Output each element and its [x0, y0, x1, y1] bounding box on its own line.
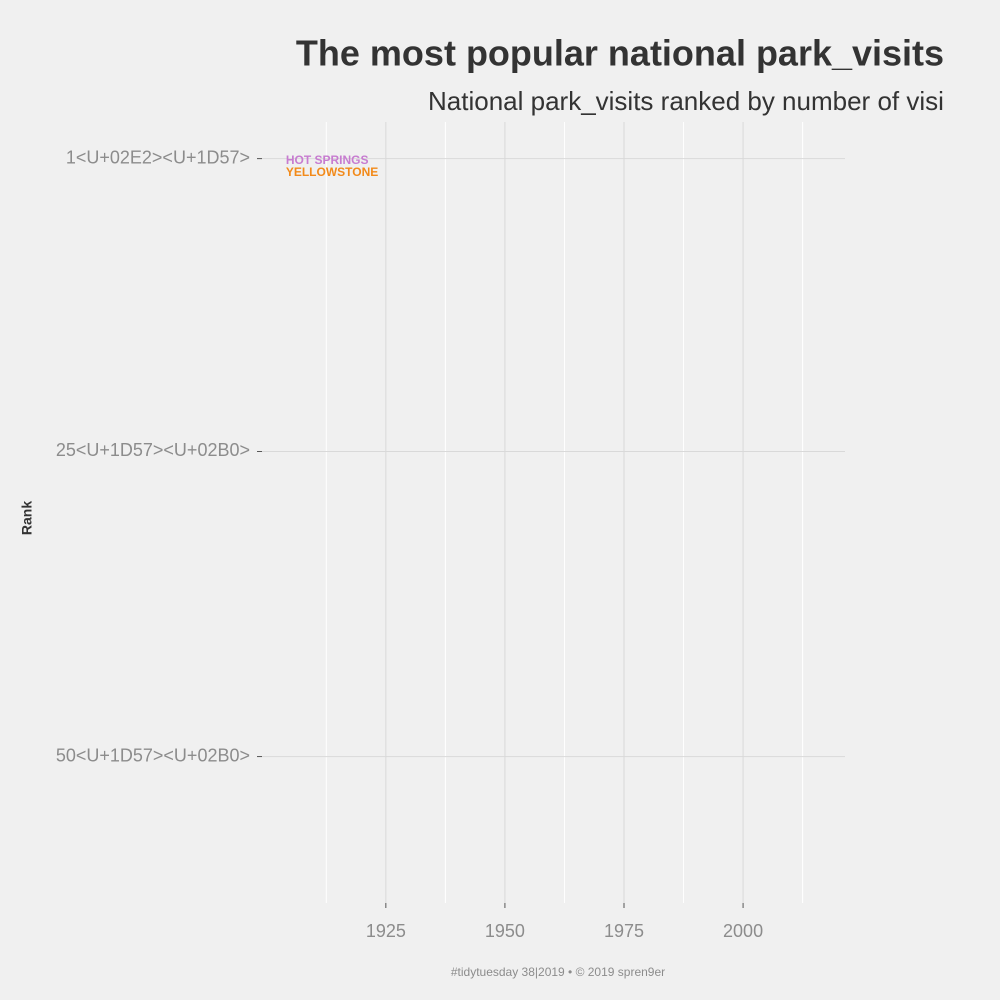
chart-subtitle: National park_visits ranked by number of… [428, 86, 944, 116]
x-tick-label: 2000 [723, 921, 763, 941]
x-tick-label: 1925 [366, 921, 406, 941]
y-tick-label: 50<U+1D57><U+02B0> [56, 745, 250, 765]
park-label: HOT SPRINGS [286, 153, 369, 167]
y-tick-label: 25<U+1D57><U+02B0> [56, 440, 250, 460]
plot-area: 1925 1950 1975 2000 1<U+02E2><U+1D57> 25<U+1D… [56, 122, 845, 941]
chart-title: The most popular national park_visits [296, 33, 944, 74]
park-label: YELLOWSTONE [286, 165, 378, 179]
caption: #tidytuesday 38|2019 • © 2019 spren9er [451, 965, 665, 979]
y-tick-label: 1<U+02E2><U+1D57> [66, 147, 250, 167]
x-tick-label: 1975 [604, 921, 644, 941]
y-axis-label: Rank [19, 501, 35, 535]
x-tick-label: 1950 [485, 921, 525, 941]
